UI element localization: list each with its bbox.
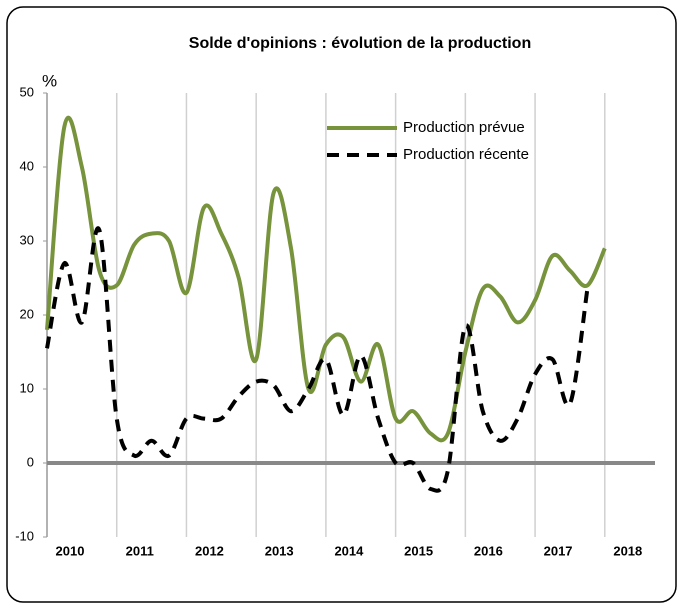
x-tick-label: 2016 xyxy=(474,543,503,558)
series-line xyxy=(45,226,590,493)
y-tick-label: 20 xyxy=(20,306,34,321)
y-tick-label: 40 xyxy=(20,158,34,173)
frame xyxy=(6,6,677,603)
x-tick-label: 2010 xyxy=(56,543,85,558)
series-line xyxy=(45,115,607,443)
y-tick-label: 10 xyxy=(20,380,34,395)
x-tick-label: 2015 xyxy=(404,543,433,558)
y-axis-label: % xyxy=(42,71,57,90)
legend-label: Production prévue xyxy=(403,119,525,136)
y-tick-label: 0 xyxy=(27,454,34,469)
x-tick-label: 2017 xyxy=(544,543,573,558)
x-tick-label: 2012 xyxy=(195,543,224,558)
chart-title: Solde d'opinions : évolution de la produ… xyxy=(189,35,531,52)
x-tick-label: 2018 xyxy=(613,543,642,558)
legend-label: Production récente xyxy=(403,146,529,163)
y-tick-label: 50 xyxy=(20,84,34,99)
y-tick-label: 30 xyxy=(20,232,34,247)
x-tick-label: 2013 xyxy=(265,543,294,558)
y-tick-label: -10 xyxy=(15,528,34,543)
x-tick-label: 2011 xyxy=(126,543,154,558)
x-tick-label: 2014 xyxy=(334,543,364,558)
